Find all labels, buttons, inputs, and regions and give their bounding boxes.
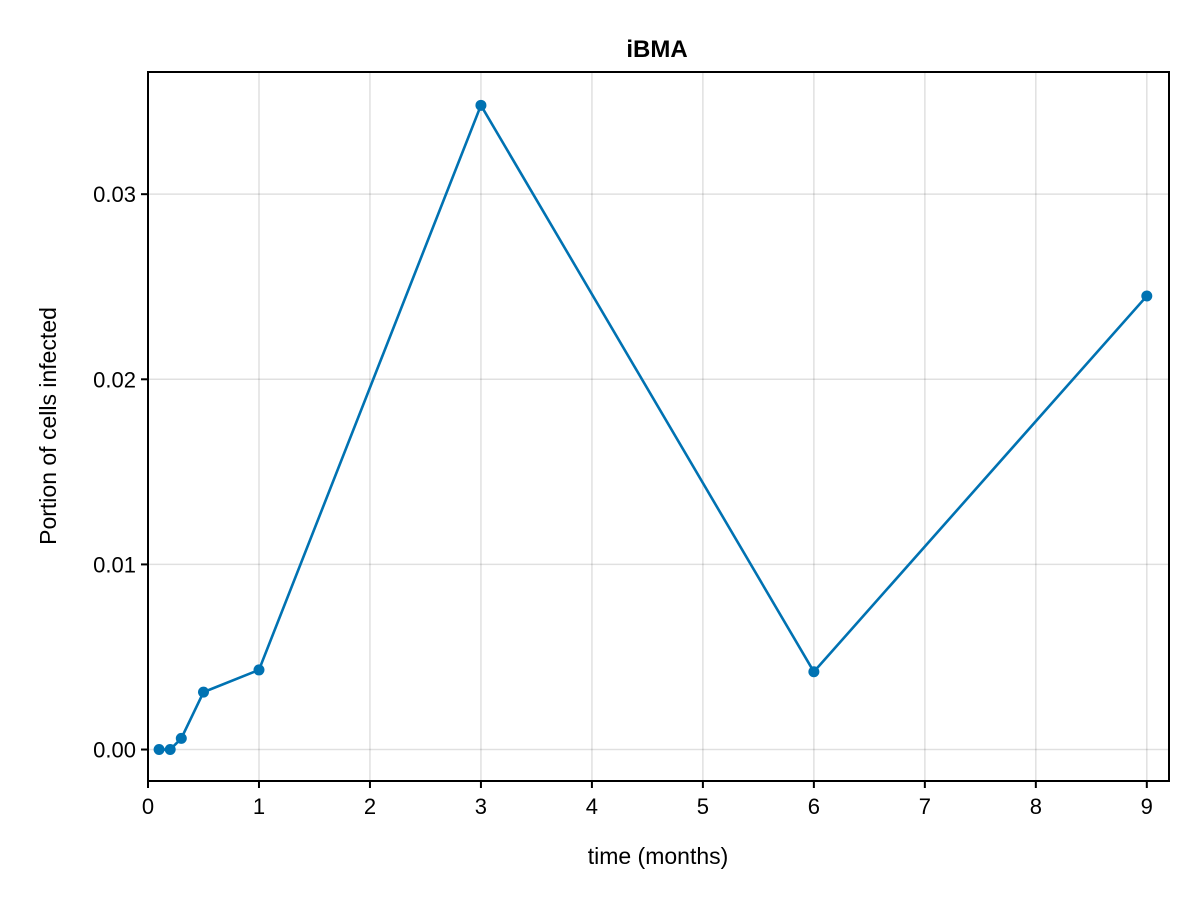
gridlines [147, 72, 1169, 781]
x-tick-label: 6 [808, 794, 820, 819]
data-point [164, 744, 176, 756]
x-tick-label: 7 [919, 794, 931, 819]
data-point [175, 732, 187, 744]
chart-title: iBMA [626, 36, 687, 63]
y-tick-label: 0.00 [93, 738, 136, 763]
data-point [1141, 290, 1153, 302]
x-tick-label: 8 [1030, 794, 1042, 819]
x-tick-label: 4 [586, 794, 598, 819]
y-tick-label: 0.03 [93, 182, 136, 207]
y-tick-label: 0.02 [93, 367, 136, 392]
x-tick-label: 0 [142, 794, 154, 819]
data-point [253, 664, 265, 676]
x-tick-label: 5 [697, 794, 709, 819]
data-point [153, 744, 165, 756]
data-point [808, 666, 820, 678]
x-tick-label: 3 [475, 794, 487, 819]
plot-frame [147, 71, 1170, 782]
x-tick-label: 9 [1141, 794, 1153, 819]
x-axis-label: time (months) [588, 843, 729, 869]
ticks: 0 1 2 3 4 5 6 7 8 9 0.00 0.01 0.02 0.03 [93, 182, 1153, 819]
series-layer [153, 99, 1153, 756]
y-axis-label: Portion of cells infected [35, 307, 61, 545]
data-point [475, 99, 487, 111]
series-line [159, 104, 1148, 751]
data-point [197, 686, 209, 698]
y-tick-label: 0.01 [93, 552, 136, 577]
x-tick-label: 2 [364, 794, 376, 819]
x-tick-label: 1 [253, 794, 265, 819]
